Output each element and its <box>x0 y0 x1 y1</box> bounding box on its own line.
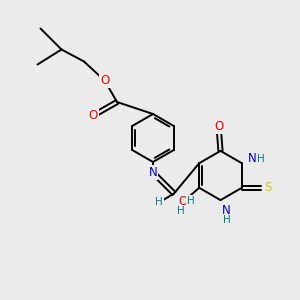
Text: O: O <box>214 120 224 134</box>
Text: S: S <box>264 181 272 194</box>
Text: H: H <box>257 154 265 164</box>
Text: N: N <box>248 152 257 165</box>
Text: N: N <box>222 204 231 217</box>
Text: O: O <box>178 195 187 208</box>
Text: H: H <box>155 197 163 208</box>
Text: H: H <box>177 206 185 216</box>
Text: N: N <box>148 166 158 179</box>
Text: H: H <box>187 196 195 206</box>
Text: H: H <box>223 214 230 225</box>
Text: O: O <box>88 109 98 122</box>
Text: O: O <box>100 74 109 88</box>
